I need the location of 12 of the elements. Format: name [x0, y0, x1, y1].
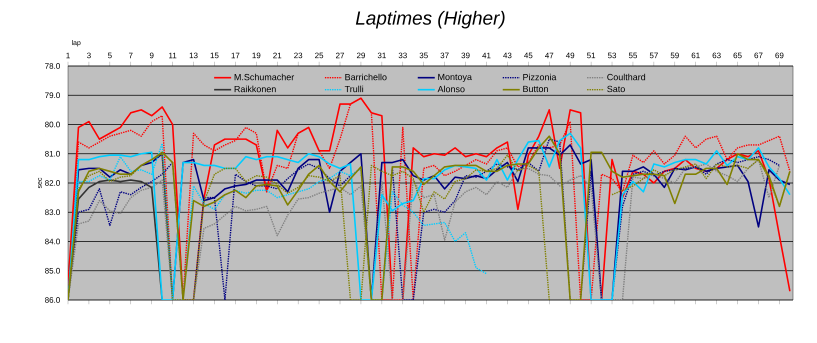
legend-label: M.Schumacher	[234, 74, 294, 80]
legend-label: Pizzonia	[523, 74, 556, 80]
legend-label: Button	[523, 86, 548, 92]
line-series	[68, 179, 163, 300]
legend-label: Alonso	[438, 86, 465, 92]
chart-title: Laptimes (Higher)	[356, 10, 505, 28]
legend-label: Sato	[607, 86, 625, 92]
legend-label: Barrichello	[345, 74, 387, 80]
legend-label: Trulli	[344, 86, 364, 92]
legend-label: Raikkonen	[234, 86, 276, 92]
legend-label: Coulthard	[607, 74, 646, 80]
legend-label: Montoya	[438, 74, 472, 82]
